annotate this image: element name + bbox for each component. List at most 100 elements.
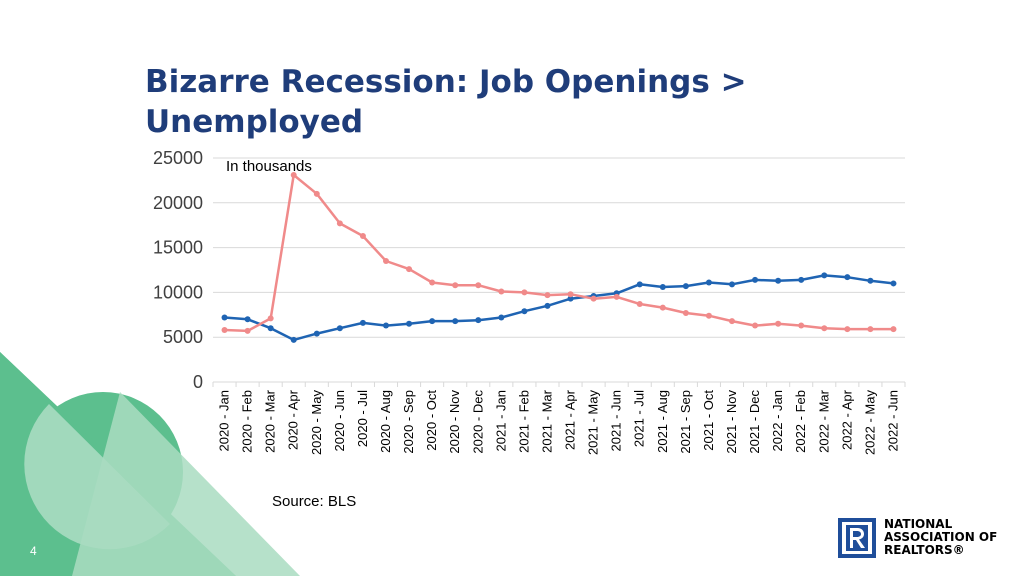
data-point-job_openings	[498, 314, 505, 321]
x-tick-label: 2020 - Nov	[447, 390, 462, 454]
data-point-job_openings	[636, 281, 643, 288]
data-point-unemployed	[567, 291, 574, 298]
x-tick-label: 2022 - May	[862, 390, 877, 456]
x-tick-label: 2021 - Jul	[632, 390, 647, 447]
x-tick-label: 2020 - Apr	[286, 389, 301, 450]
x-tick-label: 2022 - Jun	[885, 390, 900, 451]
x-tick-label: 2021 - Dec	[747, 390, 762, 454]
x-tick-label: 2020 - Feb	[240, 390, 255, 453]
data-point-unemployed	[383, 258, 389, 265]
x-axis-ticks: 2020 - Jan 2020 - Feb 2020 - Mar 2020 - Apr…	[212, 382, 906, 456]
data-point-job_openings	[775, 277, 782, 284]
x-tick-label: 2021 - Oct	[701, 390, 716, 451]
data-point-unemployed	[682, 310, 689, 317]
x-tick-label: 2022 - Apr	[839, 389, 854, 450]
x-tick-label: 2021 - Apr	[563, 389, 578, 450]
data-point-unemployed	[590, 295, 597, 302]
y-tick-label: 5000	[163, 327, 203, 347]
data-point-unemployed	[429, 279, 436, 286]
data-point-job_openings	[844, 274, 851, 281]
x-tick-label: 2020 - Jun	[332, 390, 347, 451]
nar-logo: NATIONAL ASSOCIATION OF REALTORS®	[838, 518, 1018, 562]
x-tick-label: 2021 - Sep	[678, 390, 693, 454]
x-tick-label: 2022 - Feb	[793, 390, 808, 453]
data-point-job_openings	[659, 284, 666, 291]
series-group	[221, 172, 897, 343]
data-point-job_openings	[452, 318, 459, 325]
data-point-unemployed	[359, 232, 366, 239]
y-tick-label: 25000	[153, 148, 203, 168]
realtor-r-icon	[838, 518, 876, 558]
data-point-unemployed	[313, 190, 320, 197]
data-point-job_openings	[221, 314, 228, 321]
data-point-job_openings	[406, 320, 413, 327]
light-circle-segment	[24, 404, 170, 550]
data-point-unemployed	[452, 282, 459, 289]
slide-title: Bizarre Recession: Job Openings > Unempl…	[145, 64, 747, 140]
y-tick-label: 20000	[153, 193, 203, 213]
data-point-unemployed	[729, 318, 735, 325]
x-tick-label: 2020 - Aug	[378, 390, 393, 453]
data-point-job_openings	[313, 330, 320, 337]
data-point-unemployed	[221, 327, 228, 334]
data-point-job_openings	[544, 302, 551, 309]
data-point-job_openings	[729, 281, 735, 288]
x-tick-label: 2021 - Mar	[539, 389, 554, 453]
logo-line-3: REALTORS®	[884, 543, 965, 557]
x-tick-label: 2020 - Oct	[424, 390, 439, 451]
source-note: Source: BLS	[272, 493, 357, 510]
data-point-unemployed	[798, 322, 805, 329]
data-point-unemployed	[775, 320, 782, 327]
data-point-job_openings	[890, 280, 897, 287]
data-point-job_openings	[475, 317, 482, 324]
x-tick-label: 2021 - Feb	[516, 390, 531, 453]
data-point-job_openings	[521, 308, 528, 315]
data-point-unemployed	[636, 301, 643, 308]
data-point-job_openings	[244, 316, 251, 323]
logo-text: NATIONAL ASSOCIATION OF REALTORS®	[884, 518, 997, 557]
data-point-job_openings	[798, 276, 805, 283]
data-point-job_openings	[705, 279, 712, 286]
data-point-unemployed	[890, 326, 897, 333]
data-point-unemployed	[544, 292, 551, 299]
data-point-job_openings	[336, 325, 343, 332]
series-line-job_openings	[224, 274, 894, 342]
data-point-job_openings	[359, 319, 366, 326]
data-point-job_openings	[383, 322, 389, 329]
slide-number: 4	[30, 544, 37, 558]
unit-note: In thousands	[226, 158, 312, 175]
x-tick-label: 2020 - May	[309, 390, 324, 456]
data-point-unemployed	[659, 304, 666, 311]
data-point-job_openings	[867, 277, 874, 284]
y-axis-ticks: 0 5000 10000 15000 20000 25000	[153, 148, 203, 392]
data-point-unemployed	[267, 315, 274, 322]
x-tick-label: 2021 - May	[586, 390, 601, 456]
data-point-unemployed	[406, 266, 413, 273]
data-point-unemployed	[867, 326, 874, 333]
data-point-unemployed	[244, 327, 251, 334]
data-point-unemployed	[821, 325, 828, 332]
x-tick-label: 2020 - Jul	[355, 390, 370, 447]
data-point-unemployed	[290, 172, 297, 179]
data-point-unemployed	[521, 289, 528, 296]
x-tick-label: 2021 - Aug	[655, 390, 670, 453]
data-point-job_openings	[267, 325, 274, 332]
x-tick-label: 2020 - Sep	[401, 390, 416, 454]
y-tick-label: 10000	[153, 282, 203, 302]
data-point-unemployed	[752, 322, 759, 329]
logo-line-2: ASSOCIATION OF	[884, 530, 998, 544]
data-point-job_openings	[682, 283, 689, 290]
x-tick-label: 2021 - Nov	[724, 390, 739, 454]
data-point-job_openings	[567, 295, 574, 302]
data-point-job_openings	[429, 318, 436, 325]
x-tick-label: 2020 - Jan	[217, 390, 232, 451]
data-point-unemployed	[498, 288, 505, 295]
x-tick-label: 2021 - Jun	[609, 390, 624, 451]
x-tick-label: 2022 - Mar	[816, 389, 831, 453]
series-line-unemployed	[224, 173, 894, 333]
x-tick-label: 2020 - Dec	[470, 390, 485, 454]
y-tick-label: 0	[193, 372, 203, 392]
data-point-job_openings	[752, 276, 759, 283]
